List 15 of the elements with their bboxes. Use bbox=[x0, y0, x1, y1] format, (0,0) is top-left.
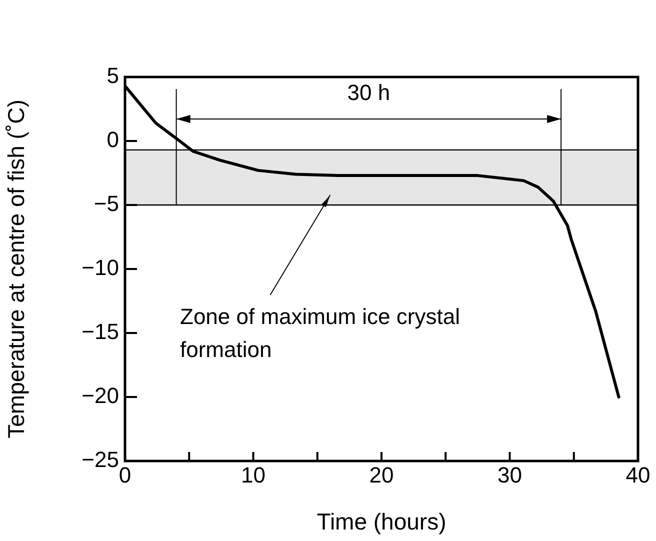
y-tick-label: 0 bbox=[106, 127, 119, 152]
y-tick-label: −25 bbox=[82, 447, 119, 472]
x-tick-label: 40 bbox=[626, 462, 650, 488]
x-axis-title: Time (hours) bbox=[316, 508, 446, 535]
annotation: 30 h bbox=[347, 80, 390, 106]
x-tick-label: 10 bbox=[241, 462, 266, 488]
y-tick-label: 5 bbox=[106, 63, 119, 88]
y-axis-title: Temperature at centre of fish (˚C) bbox=[3, 100, 30, 438]
x-tick-label: 20 bbox=[369, 462, 394, 488]
y-tick-label: −10 bbox=[82, 255, 119, 280]
annotation: Zone of maximum ice crystal formation bbox=[180, 304, 460, 362]
x-tick-label: 30 bbox=[498, 462, 522, 488]
y-tick-label: −20 bbox=[82, 383, 119, 408]
y-tick-label: −15 bbox=[82, 319, 119, 344]
y-tick-label: −5 bbox=[94, 191, 119, 216]
